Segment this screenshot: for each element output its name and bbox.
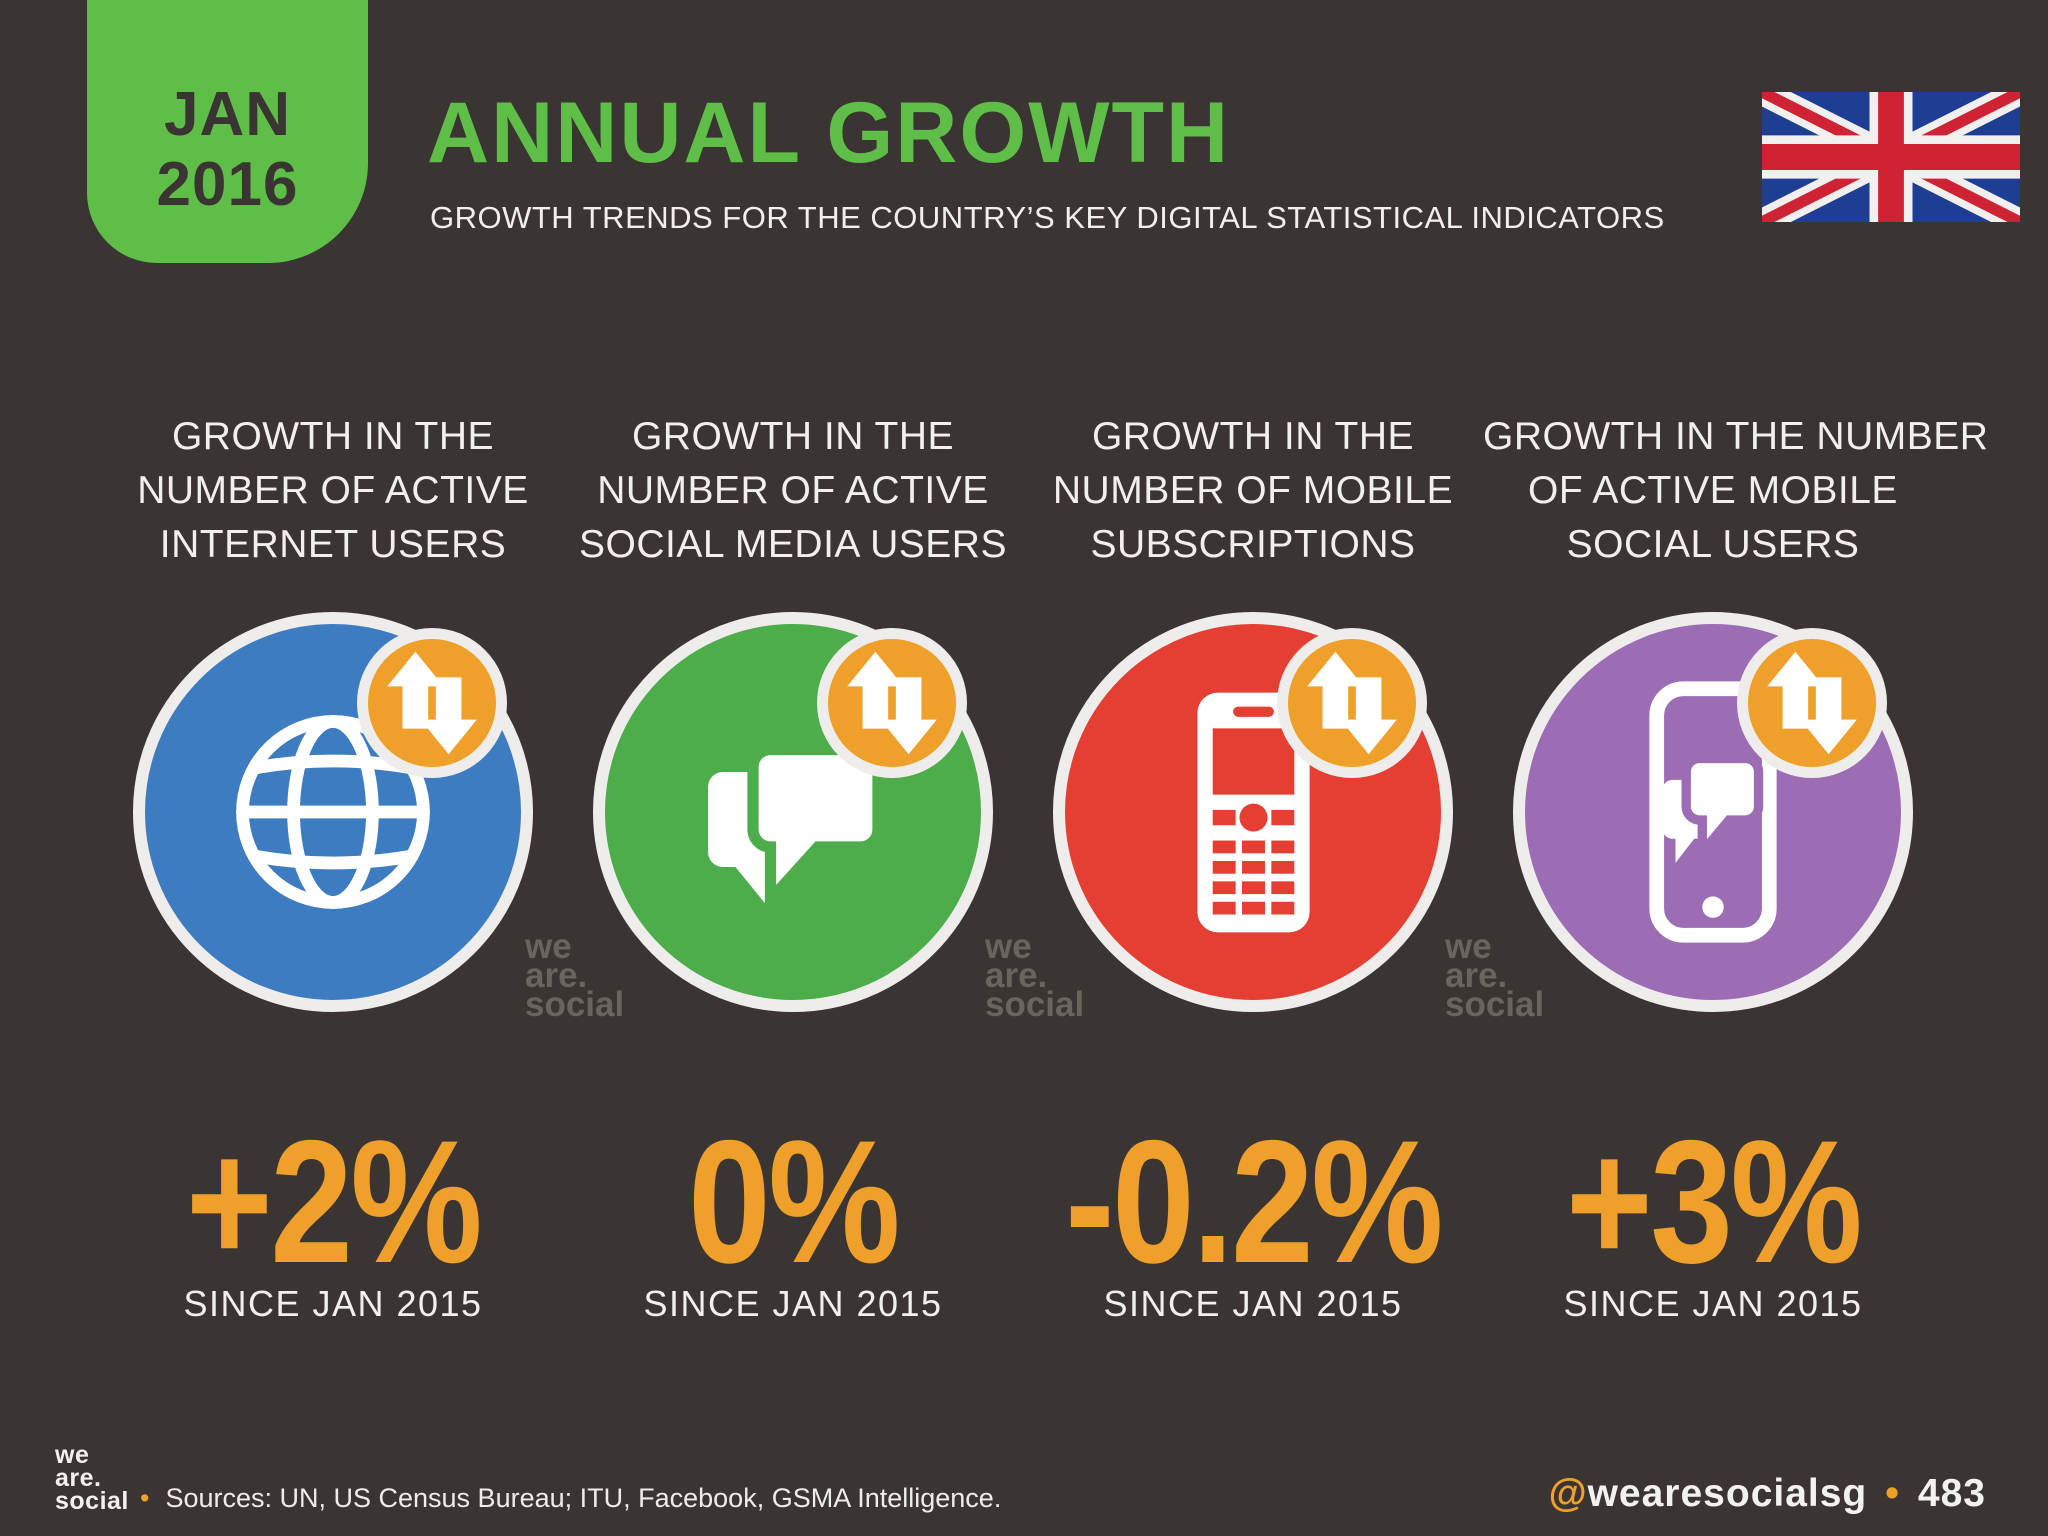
page-subtitle: GROWTH TRENDS FOR THE COUNTRY’S KEY DIGI… bbox=[430, 200, 1665, 235]
we-are-social-logo: we are. social bbox=[55, 1441, 129, 1515]
at-icon: @ bbox=[1548, 1472, 1588, 1515]
growth-value: -0.2% bbox=[1065, 1105, 1443, 1300]
we-are-social-watermark: we are. social bbox=[525, 927, 625, 1024]
footer-handle-page: @wearesocialsg • 483 bbox=[1549, 1472, 1986, 1516]
since-label: SINCE JAN 2015 bbox=[643, 1283, 943, 1324]
growth-value: +2% bbox=[185, 1105, 483, 1300]
up-down-arrows-icon bbox=[1737, 628, 1887, 778]
growth-value: +3% bbox=[1565, 1105, 1863, 1300]
we-are-social-watermark: we are. social bbox=[1445, 927, 1545, 1024]
stat-column-internet-users: GROWTH IN THE NUMBER OF ACTIVE INTERNET … bbox=[103, 410, 563, 1325]
since-label: SINCE JAN 2015 bbox=[1103, 1283, 1403, 1324]
stat-label: GROWTH IN THE NUMBER OF ACTIVE INTERNET … bbox=[137, 415, 529, 566]
bullet-separator: • bbox=[1885, 1472, 1900, 1515]
page-title: ANNUAL GROWTH bbox=[427, 85, 1231, 181]
mobile-phone-icon bbox=[1053, 612, 1453, 1012]
stat-label: GROWTH IN THE NUMBER OF MOBILE SUBSCRIPT… bbox=[1052, 415, 1454, 566]
smartphone-chat-icon bbox=[1513, 612, 1913, 1012]
since-label: SINCE JAN 2015 bbox=[1563, 1283, 1863, 1324]
up-down-arrows-icon bbox=[357, 628, 507, 778]
bullet-separator: • bbox=[140, 1483, 150, 1513]
date-badge-year: 2016 bbox=[156, 150, 299, 219]
date-badge: JAN 2016 bbox=[87, 0, 368, 263]
up-down-arrows-icon bbox=[817, 628, 967, 778]
date-badge-month: JAN bbox=[163, 80, 292, 149]
stats-row: GROWTH IN THE NUMBER OF ACTIVE INTERNET … bbox=[103, 410, 1989, 1325]
sources-line: • Sources: UN, US Census Bureau; ITU, Fac… bbox=[140, 1483, 1001, 1514]
stat-label: GROWTH IN THE NUMBER OF ACTIVE SOCIAL ME… bbox=[578, 415, 1007, 566]
stat-column-mobile-subscriptions: GROWTH IN THE NUMBER OF MOBILE SUBSCRIPT… bbox=[1023, 410, 1483, 1325]
page-number: 483 bbox=[1917, 1472, 1986, 1515]
social-handle: wearesocialsg bbox=[1587, 1472, 1868, 1515]
stat-column-mobile-social-users: GROWTH IN THE NUMBER OF ACTIVE MOBILE SO… bbox=[1483, 410, 1989, 1325]
stat-column-social-media-users: GROWTH IN THE NUMBER OF ACTIVE SOCIAL ME… bbox=[563, 410, 1023, 1325]
uk-flag-icon bbox=[1762, 92, 2020, 222]
globe-icon bbox=[133, 612, 533, 1012]
sources-text: Sources: UN, US Census Bureau; ITU, Face… bbox=[165, 1483, 1002, 1513]
we-are-social-watermark: we are. social bbox=[985, 927, 1085, 1024]
since-label: SINCE JAN 2015 bbox=[183, 1283, 483, 1324]
stat-label: GROWTH IN THE NUMBER OF ACTIVE MOBILE SO… bbox=[1483, 415, 1989, 566]
up-down-arrows-icon bbox=[1277, 628, 1427, 778]
chat-bubbles-icon bbox=[593, 612, 993, 1012]
growth-value: 0% bbox=[688, 1105, 900, 1300]
